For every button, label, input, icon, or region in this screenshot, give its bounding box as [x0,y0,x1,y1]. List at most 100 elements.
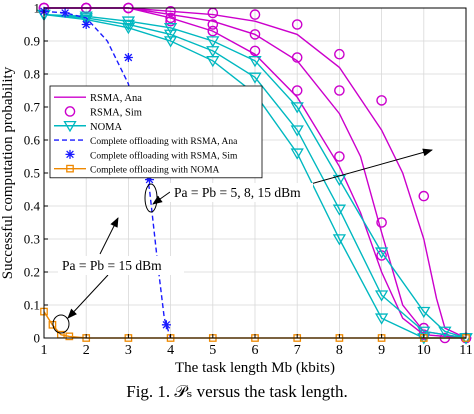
data-point-circle [249,29,261,40]
data-point-triangle [121,19,136,32]
legend-entry: Complete offloading with RSMA, Sim [65,149,238,161]
legend-label: Complete offloading with NOMA [90,165,220,176]
x-axis-label: The task length Mb (kbits) [175,360,335,376]
data-point-triangle [290,125,304,137]
data-point-star [60,8,70,18]
axes: 1 2 3 4 5 6 7 8 9 10 11 0 0.1 0.2 0.3 0.4 0.5 0.6 0.7 0.8 0.… [0,1,473,377]
data-point-circle [334,85,345,96]
y-tick-label: 0.4 [24,199,41,214]
figure-caption: Fig. 1. 𝒫ₛ versus the task length. [126,382,348,401]
y-axis-label: Successful computation probability [0,66,16,279]
data-point-triangle [438,326,452,338]
y-tick-label: 0.7 [24,100,41,115]
legend-label: Complete offloading with RSMA, Sim [90,150,238,161]
data-point-circle [291,85,303,96]
data-point-star [81,20,91,29]
annotation-arrow [67,274,109,319]
x-tick-label: 11 [459,343,472,358]
data-point-circle [165,12,176,24]
data-point-circle [334,151,345,162]
legend-label: NOMA [90,122,123,133]
annotation-ellipse [52,314,70,334]
y-tick-label: 0.9 [24,34,40,49]
data-point-circle [249,9,261,20]
data-point-triangle [206,36,220,48]
data-point-triangle [374,290,389,302]
annotation-arrow [99,217,119,255]
data-point-square [66,164,74,173]
x-tick-label: 4 [167,343,174,358]
y-tick-label: 0.5 [24,166,40,181]
data-point-triangle [79,13,93,25]
data-point-circle [165,6,176,17]
x-tick-label: 8 [336,343,343,358]
data-point-circle [376,95,387,106]
data-point-triangle [332,234,347,246]
y-tick-label: 0.6 [24,133,41,148]
x-tick-label: 9 [378,343,385,358]
data-point-circle [376,217,387,228]
data-point-triangle [248,72,262,84]
annotation-arrow [152,191,171,205]
annotation-bg [170,183,313,202]
legend-label: RSMA, Ana [90,93,142,104]
series-line [43,13,467,339]
annotation-ellipse [144,183,158,213]
y-tick-label: 0.2 [24,265,40,280]
data-point-circle [334,48,345,60]
legend: RSMA, Ana RSMA, Sim NOMA Complete offloadin… [49,85,263,179]
legend-entry: NOMA [54,120,123,133]
x-tick-label: 1 [41,343,48,358]
data-point-triangle [206,46,220,58]
data-point-triangle [290,148,304,160]
y-tick-label: 0 [34,331,41,346]
data-point-triangle [248,56,262,68]
data-point-triangle [121,16,136,28]
legend-box [49,85,263,179]
data-point-circle [418,190,430,202]
annotation-bg [58,256,184,275]
x-tick-label: 2 [83,343,90,358]
x-tick-label: 5 [209,343,216,358]
data-point-triangle [163,29,178,41]
annotations: Pa = Pb = 5, 8, 15 dBm Pa = Pb = 15 dBm [52,148,433,334]
data-point-triangle [290,102,304,114]
x-tick-label: 3 [125,343,132,358]
data-point-star [161,320,171,330]
data-point-triangle [417,306,431,319]
y-tick-label: 0.1 [24,298,40,313]
annotation-text: Pa = Pb = 5, 8, 15 dBm [174,185,301,200]
data-point-triangle [79,11,93,23]
data-point-triangle [332,204,347,216]
legend-entry: Complete offloading with NOMA [54,165,220,176]
legend-label: Complete offloading with RSMA, Ana [90,136,238,147]
data-point-triangle [374,247,389,259]
data-point-circle [165,15,176,27]
y-tick-label: 0.8 [24,67,40,82]
series-line [43,13,467,339]
data-point-star [145,175,154,185]
data-point-circle [207,25,219,37]
data-point-circle [291,52,303,63]
legend-entry: RSMA, Sim [64,106,142,118]
data-point-star [65,149,75,159]
data-point-square [65,332,74,341]
data-point-square [48,320,57,329]
legend-label: RSMA, Sim [90,107,142,118]
x-tick-label: 7 [294,343,301,358]
data-point-circle [291,19,303,30]
data-point-triangle [163,36,178,48]
legend-entry: RSMA, Ana [54,93,142,104]
x-tick-label: 6 [252,343,259,358]
data-point-triangle [121,23,136,35]
y-tick-label: 0.3 [24,232,40,247]
legend-entry: Complete offloading with RSMA, Ana [54,136,238,147]
data-point-triangle [417,326,431,338]
annotation-text: Pa = Pb = 15 dBm [62,258,162,273]
data-point-triangle [163,23,178,35]
x-tick-label: 10 [417,343,431,358]
chart-svg: 1 2 3 4 5 6 7 8 9 10 11 0 0.1 0.2 0.3 0.4 0.5 0.6 0.7 0.8 0.… [0,1,473,377]
data-point-triangle [63,120,77,133]
data-point-star [123,53,133,62]
